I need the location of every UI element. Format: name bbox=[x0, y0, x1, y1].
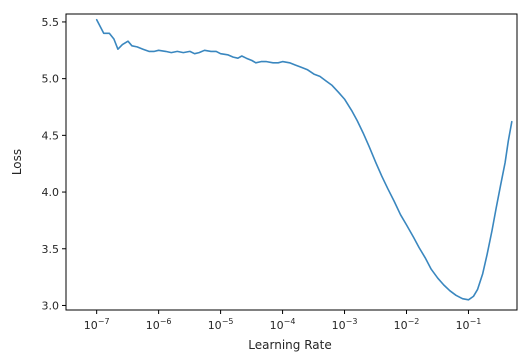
y-axis-label: Loss bbox=[10, 149, 24, 175]
y-tick-label: 3.5 bbox=[42, 243, 60, 256]
x-tick-label-exponent: −5 bbox=[222, 317, 234, 326]
x-tick-label: 10−5 bbox=[208, 317, 234, 332]
x-axis-label: Learning Rate bbox=[248, 338, 331, 352]
y-axis-ticks: 3.0 3.5 4.0 4.5 5.0 5.5 bbox=[42, 16, 66, 312]
x-tick-label-base: 10 bbox=[270, 319, 284, 332]
x-axis-ticks: 10−710−610−510−410−310−210−1100 bbox=[84, 310, 482, 332]
x-tick-label-base: 10 bbox=[146, 319, 160, 332]
x-tick-label: 10−7 bbox=[84, 317, 110, 332]
plot-area-frame bbox=[65, 13, 518, 311]
x-tick-label-exponent: −3 bbox=[346, 317, 358, 326]
x-tick-label-exponent: −1 bbox=[470, 317, 482, 326]
x-tick-label-base: 10 bbox=[394, 319, 408, 332]
x-tick-label: 10−4 bbox=[270, 317, 296, 332]
x-tick-label-base: 10 bbox=[208, 319, 222, 332]
x-tick-label: 10−3 bbox=[332, 317, 358, 332]
x-tick-label: 10−2 bbox=[394, 317, 420, 332]
y-tick-label: 4.0 bbox=[42, 186, 60, 199]
series-group bbox=[95, 18, 513, 301]
loss-curve-line bbox=[95, 18, 513, 301]
x-tick-label-base: 10 bbox=[332, 319, 346, 332]
x-tick-label-exponent: −4 bbox=[284, 317, 296, 326]
x-tick-label-exponent: −2 bbox=[408, 317, 420, 326]
x-tick-label: 10−1 bbox=[456, 317, 482, 332]
y-tick-label: 5.0 bbox=[42, 73, 60, 86]
x-tick-label-exponent: −6 bbox=[160, 317, 172, 326]
x-tick-label-exponent: −7 bbox=[98, 317, 110, 326]
y-tick-label: 5.5 bbox=[42, 16, 60, 29]
x-tick-label: 10−6 bbox=[146, 317, 172, 332]
x-tick-label-base: 10 bbox=[84, 319, 98, 332]
x-tick-label-base: 10 bbox=[456, 319, 470, 332]
y-tick-label: 3.0 bbox=[42, 299, 60, 312]
y-tick-label: 4.5 bbox=[42, 129, 60, 142]
